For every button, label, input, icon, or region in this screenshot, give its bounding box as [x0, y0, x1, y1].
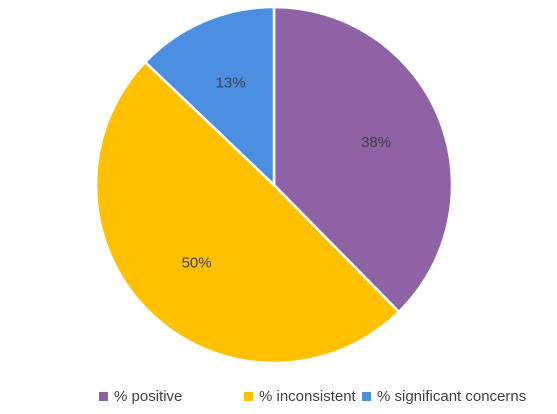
- data-label-inconsistent: 50%: [182, 255, 212, 272]
- pie-slice-inconsistent: [94, 60, 401, 365]
- legend-item-inconsistent: % inconsistent: [244, 388, 356, 405]
- legend-label-significant-concerns: % significant concerns: [377, 388, 527, 405]
- legend-label-inconsistent: % inconsistent: [259, 388, 356, 405]
- chart-legend: % positive % inconsistent % significant …: [0, 388, 557, 410]
- legend-swatch-inconsistent: [244, 392, 253, 401]
- data-label-significant-concerns: 13%: [216, 74, 246, 91]
- pie-data-labels: 38% 50% 13%: [182, 74, 392, 271]
- pie-slice-positive: [272, 5, 454, 314]
- legend-label-positive: % positive: [114, 388, 183, 405]
- legend-item-significant-concerns: % significant concerns: [362, 388, 526, 405]
- data-label-positive: 38%: [361, 134, 391, 151]
- legend-item-positive: % positive: [99, 388, 182, 405]
- legend-swatch-significant-concerns: [362, 392, 371, 401]
- pie-slices: [94, 5, 454, 365]
- pie-slice-significant-concerns: [143, 5, 276, 187]
- legend-swatch-positive: [99, 392, 108, 401]
